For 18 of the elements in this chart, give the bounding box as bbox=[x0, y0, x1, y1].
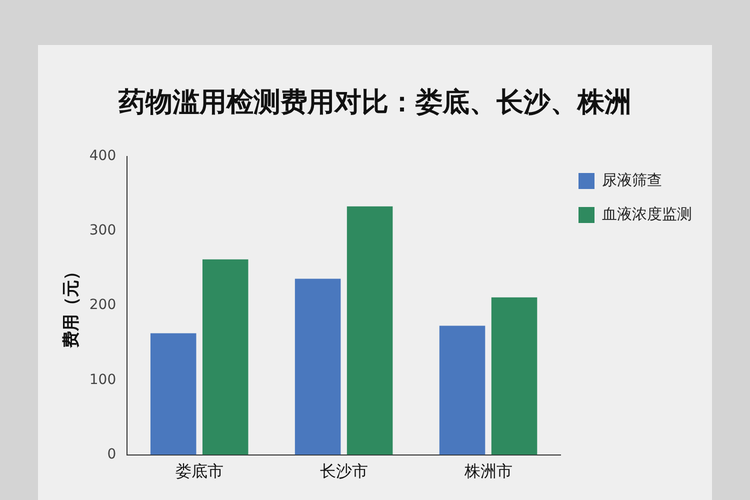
bar bbox=[202, 259, 248, 455]
y-tick-label: 400 bbox=[89, 148, 116, 164]
chart-title: 药物滥用检测费用对比：娄底、长沙、株洲 bbox=[118, 86, 632, 120]
y-tick-label: 100 bbox=[89, 372, 116, 388]
y-tick-label: 200 bbox=[89, 297, 116, 314]
bar bbox=[346, 206, 393, 455]
y-axis-title: 费用（元） bbox=[62, 263, 82, 350]
x-tick-label: 株洲市 bbox=[463, 462, 512, 481]
y-tick-label: 0 bbox=[107, 446, 116, 462]
y-tick-label: 300 bbox=[89, 222, 116, 239]
bar bbox=[294, 278, 341, 455]
bar bbox=[439, 326, 486, 455]
bar bbox=[150, 333, 196, 455]
x-tick-label: 娄底市 bbox=[175, 462, 224, 481]
legend-label: 血液浓度监测 bbox=[602, 204, 692, 223]
bar bbox=[491, 297, 538, 455]
legend-label: 尿液筛查 bbox=[602, 170, 662, 189]
x-tick-label: 长沙市 bbox=[320, 462, 368, 481]
